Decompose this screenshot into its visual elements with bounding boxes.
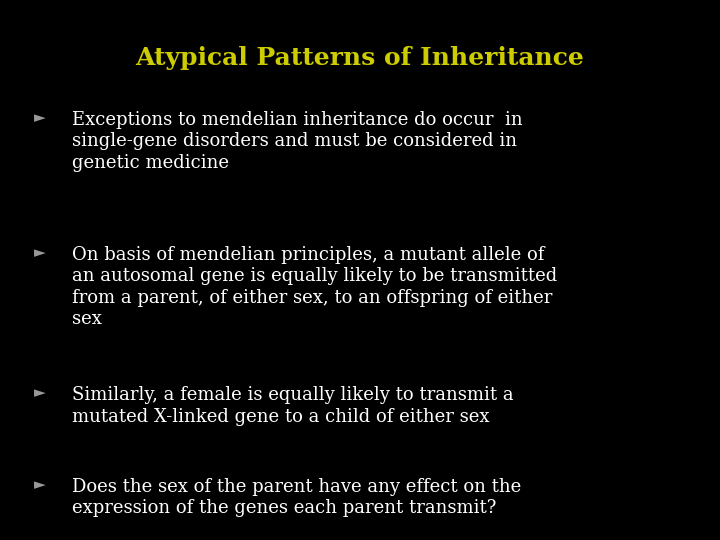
Text: Atypical Patterns of Inheritance: Atypical Patterns of Inheritance [135,46,585,70]
Text: Does the sex of the parent have any effect on the
expression of the genes each p: Does the sex of the parent have any effe… [72,478,521,517]
Text: ►: ► [34,111,45,125]
Text: Exceptions to mendelian inheritance do occur  in
single-gene disorders and must : Exceptions to mendelian inheritance do o… [72,111,523,172]
Text: ►: ► [34,478,45,492]
Text: Similarly, a female is equally likely to transmit a
mutated X-linked gene to a c: Similarly, a female is equally likely to… [72,386,513,426]
Text: ►: ► [34,386,45,400]
Text: On basis of mendelian principles, a mutant allele of
an autosomal gene is equall: On basis of mendelian principles, a muta… [72,246,557,328]
Text: ►: ► [34,246,45,260]
